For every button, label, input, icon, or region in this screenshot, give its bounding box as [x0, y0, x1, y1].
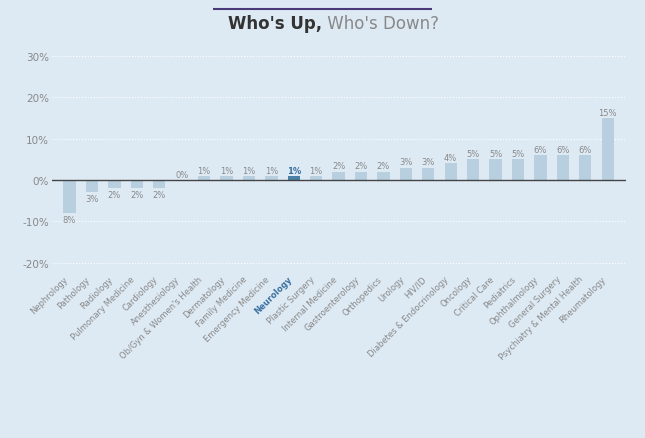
- Text: 3%: 3%: [399, 158, 413, 167]
- Text: 1%: 1%: [220, 166, 233, 175]
- Text: 3%: 3%: [422, 158, 435, 167]
- Text: 5%: 5%: [511, 150, 524, 159]
- Text: 1%: 1%: [197, 166, 211, 175]
- Text: Who's Up,: Who's Up,: [228, 15, 322, 33]
- Text: 8%: 8%: [63, 215, 76, 224]
- Bar: [444, 164, 457, 180]
- Bar: [63, 180, 75, 214]
- Text: 1%: 1%: [286, 166, 301, 175]
- Bar: [332, 172, 345, 180]
- Bar: [288, 177, 300, 180]
- Bar: [355, 172, 367, 180]
- Text: 5%: 5%: [489, 150, 502, 159]
- Bar: [400, 168, 412, 180]
- Text: 2%: 2%: [354, 162, 368, 171]
- Text: 6%: 6%: [556, 145, 570, 155]
- Bar: [602, 119, 614, 180]
- Text: 6%: 6%: [579, 145, 592, 155]
- Text: 1%: 1%: [310, 166, 323, 175]
- Bar: [377, 172, 390, 180]
- Text: 2%: 2%: [377, 162, 390, 171]
- Bar: [198, 177, 210, 180]
- Bar: [108, 180, 121, 189]
- Bar: [86, 180, 98, 193]
- Bar: [490, 160, 502, 180]
- Bar: [310, 177, 322, 180]
- Text: 1%: 1%: [264, 166, 278, 175]
- Text: 2%: 2%: [153, 191, 166, 199]
- Bar: [579, 156, 591, 180]
- Text: 5%: 5%: [466, 150, 480, 159]
- Bar: [153, 180, 165, 189]
- Bar: [557, 156, 569, 180]
- Bar: [422, 168, 435, 180]
- Text: 3%: 3%: [85, 194, 99, 204]
- Bar: [512, 160, 524, 180]
- Text: 2%: 2%: [130, 191, 143, 199]
- Text: 6%: 6%: [534, 145, 547, 155]
- Text: 2%: 2%: [108, 191, 121, 199]
- Bar: [131, 180, 143, 189]
- Text: Who's Down?: Who's Down?: [322, 15, 439, 33]
- Bar: [243, 177, 255, 180]
- Text: 15%: 15%: [599, 108, 617, 117]
- Text: 1%: 1%: [243, 166, 255, 175]
- Bar: [467, 160, 479, 180]
- Bar: [534, 156, 546, 180]
- Bar: [265, 177, 277, 180]
- Text: 4%: 4%: [444, 154, 457, 163]
- Text: 0%: 0%: [175, 170, 188, 179]
- Text: 2%: 2%: [332, 162, 345, 171]
- Bar: [221, 177, 233, 180]
